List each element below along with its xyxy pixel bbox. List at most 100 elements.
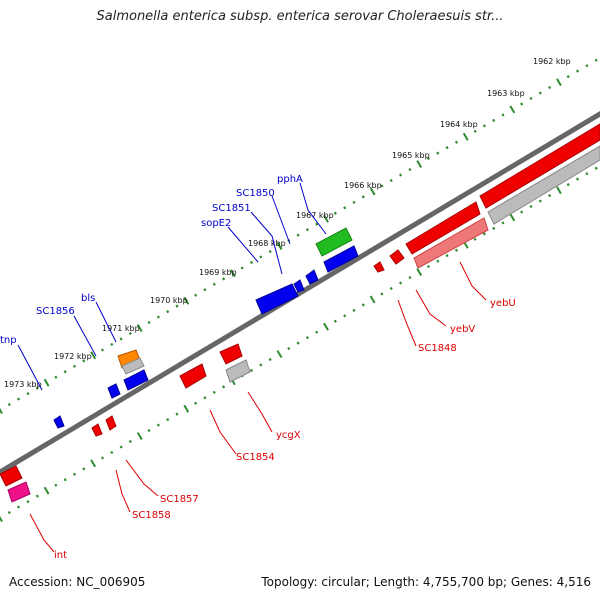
scale-tick-major [323,214,329,223]
scale-tick-minor [119,337,123,341]
scale-tick-minor [305,336,309,340]
callout-SC1850 [271,195,291,245]
scale-tick-minor [529,96,533,101]
scale-tick-minor [166,310,170,314]
genome-backbone [0,111,600,475]
gene-SC1848[interactable] [389,249,405,265]
gene-yebV-paralog[interactable] [413,217,489,269]
gene-int[interactable] [7,481,31,503]
scale-tick-minor [594,166,598,170]
label-SC1856[interactable]: SC1856 [36,306,75,317]
scale-tick-minor [128,439,132,444]
scale-tick-minor [156,315,160,319]
scale-tick-minor [17,505,21,509]
scale-tick-minor [352,200,356,204]
scale-tick-minor [35,494,39,498]
label-SC1850[interactable]: SC1850 [236,188,275,199]
scale-tick-major [230,269,236,278]
scale-tick-minor [482,124,486,128]
scale-tick-minor [454,140,459,144]
label-SC1858[interactable]: SC1858 [132,510,171,521]
scale-tick-major [0,407,3,414]
gene-sopE2[interactable] [255,283,299,315]
reverse-callouts [29,261,487,553]
gene-SC1855[interactable] [123,369,149,391]
scale-tick-minor [249,368,254,373]
gene-yebU[interactable] [479,123,600,209]
label-int[interactable]: int [54,550,67,561]
label-SC1851[interactable]: SC1851 [212,203,251,214]
scale-label-1963: 1963 kbp [487,89,525,98]
label-SC1848[interactable]: SC1848 [418,343,457,354]
label-pphA[interactable]: pphA [277,174,303,185]
gene-SC1850[interactable] [305,269,319,285]
scale-tick-minor [128,331,132,336]
scale-tick-minor [389,178,393,183]
scale-tick-major [183,296,190,305]
scale-tick-major [416,268,423,277]
gene-ycgX-neighbor[interactable] [225,359,251,383]
scale-tick-minor [110,342,114,347]
scale-tick-minor [520,102,524,106]
scale-tick-minor [492,118,496,122]
gene-pphA-neighbor[interactable] [323,245,359,273]
scale-tick-minor [212,390,216,394]
label-yebU[interactable]: yebU [490,298,516,309]
scale-label-1966: 1966 kbp [344,181,382,190]
gene-SC1848b[interactable] [373,261,385,273]
gene-int-upstream[interactable] [0,465,23,487]
gene-SC1851[interactable] [293,279,305,293]
callout-yebV [415,289,447,327]
gene-yebU-homolog[interactable] [487,145,600,225]
callout-pphA [299,182,327,235]
forward-callouts [17,182,327,391]
gene-SC1857[interactable] [105,415,117,431]
scale-tick-minor [72,364,77,368]
scale-tick-minor [548,193,552,198]
reverse-gene-blocks-lower [0,343,251,503]
scale-tick-minor [203,396,207,400]
gene-SC1854[interactable] [179,363,207,389]
scale-tick-major [90,459,97,468]
scale-tick-minor [82,359,86,363]
scale-tick-minor [203,288,207,292]
scale-tick-major [509,105,516,114]
gene-SC1856[interactable] [107,383,121,399]
label-SC1857[interactable]: SC1857 [160,494,199,505]
scale-tick-minor [156,423,160,427]
gene-ycgX[interactable] [219,343,243,365]
scale-tick-minor [594,58,598,62]
label-yebV[interactable]: yebV [450,324,475,335]
callout-ycgX [247,391,273,433]
scale-tick-minor [361,195,365,199]
reverse-gene-blocks [373,123,600,273]
gene-pphA[interactable] [315,227,353,257]
scale-tick-major [136,432,143,441]
label-bls[interactable]: bls [81,293,95,304]
scale-tick-minor [17,397,21,401]
label-tnp[interactable]: tnp [0,335,17,346]
label-ycgX[interactable]: ycgX [276,430,301,441]
map-title: Salmonella enterica subsp. enterica sero… [96,9,504,24]
scale-tick-minor [147,428,151,433]
scale-tick-major [276,242,283,251]
gene-bls-neighbor[interactable] [121,357,145,375]
label-sopE2[interactable]: sopE2 [201,218,231,229]
scale-tick-major [136,324,143,333]
gene-SC1858[interactable] [91,423,103,437]
scale-tick-minor [7,510,11,515]
scale-tick-minor [194,293,198,297]
scale-tick-minor [268,357,272,362]
scale-tick-minor [222,277,226,281]
callout-yebU [459,261,487,301]
label-SC1854[interactable]: SC1854 [236,452,275,463]
scale-tick-minor [305,228,309,232]
scale-tick-minor [538,91,542,95]
scale-tick-minor [333,211,337,215]
accession-footer: Accession: NC_006905 [9,575,146,589]
gene-yebV[interactable] [405,201,481,255]
scale-tick-major [509,213,516,222]
gene-tnp[interactable] [53,415,65,429]
